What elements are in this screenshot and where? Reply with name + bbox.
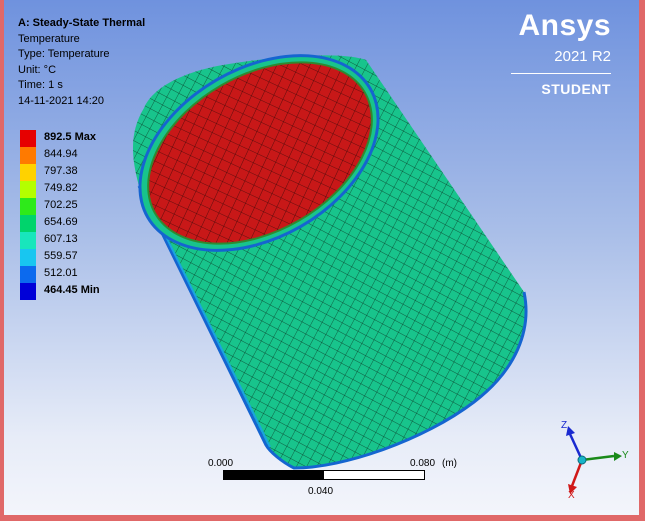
scale-bar: 0.000 0.080 (m) 0.040: [204, 458, 464, 503]
info-line-date: 14-11-2021 14:20: [18, 94, 105, 107]
legend-value: 512.01: [44, 267, 78, 279]
legend-color-swatch: [20, 198, 36, 215]
ansys-branding: Ansys 2021 R2 STUDENT: [511, 10, 611, 97]
info-line-type: Type: Temperature: [18, 48, 110, 61]
x-axis-label: X: [568, 490, 575, 501]
edition-label: STUDENT: [541, 81, 611, 97]
legend-color-swatch: [20, 249, 36, 266]
legend-value: 464.45 Min: [44, 284, 100, 296]
legend-value: 892.5 Max: [44, 131, 96, 143]
result-info: A: Steady-State Thermal Temperature Type…: [18, 16, 145, 110]
z-axis-icon: [568, 433, 584, 461]
analysis-title: A: Steady-State Thermal: [18, 17, 146, 29]
scale-end-label: 0.080: [410, 458, 436, 469]
scale-start-label: 0.000: [208, 458, 234, 469]
info-line-result: Temperature: [18, 32, 80, 45]
cylinder-top-opening: [138, 54, 380, 252]
legend-value: 654.69: [44, 216, 78, 228]
legend-color-swatch: [20, 283, 36, 300]
brand-divider: [511, 73, 611, 74]
axis-triad[interactable]: Z Y X: [552, 414, 632, 502]
scale-ruler: [223, 470, 425, 480]
info-line-time: Time: 1 s: [18, 79, 63, 92]
scale-mid-label: 0.040: [308, 486, 334, 497]
ansys-logo: Ansys: [518, 9, 611, 42]
triad-origin-icon[interactable]: [577, 455, 587, 465]
z-axis-label: Z: [561, 420, 567, 431]
legend-value: 797.38: [44, 165, 78, 177]
y-axis-icon: [581, 454, 615, 462]
legend-value: 702.25: [44, 199, 78, 211]
legend-value: 749.82: [44, 182, 78, 194]
scale-unit-label: (m): [442, 458, 457, 469]
legend-value: 607.13: [44, 233, 78, 245]
legend-color-swatch: [20, 181, 36, 198]
x-axis-icon: [570, 459, 584, 487]
cylinder-model[interactable]: [4, 0, 644, 515]
legend-color-swatch: [20, 232, 36, 249]
legend-color-swatch: [20, 164, 36, 181]
legend-value: 844.94: [44, 148, 78, 160]
y-axis-label: Y: [622, 450, 629, 461]
legend-value: 559.57: [44, 250, 78, 262]
info-line-unit: Unit: °C: [18, 63, 57, 76]
legend-color-swatch: [20, 147, 36, 164]
version-label: 2021 R2: [554, 48, 611, 65]
legend-color-swatch: [20, 266, 36, 283]
legend-color-swatch: [20, 130, 36, 147]
legend-color-swatch: [20, 215, 36, 232]
